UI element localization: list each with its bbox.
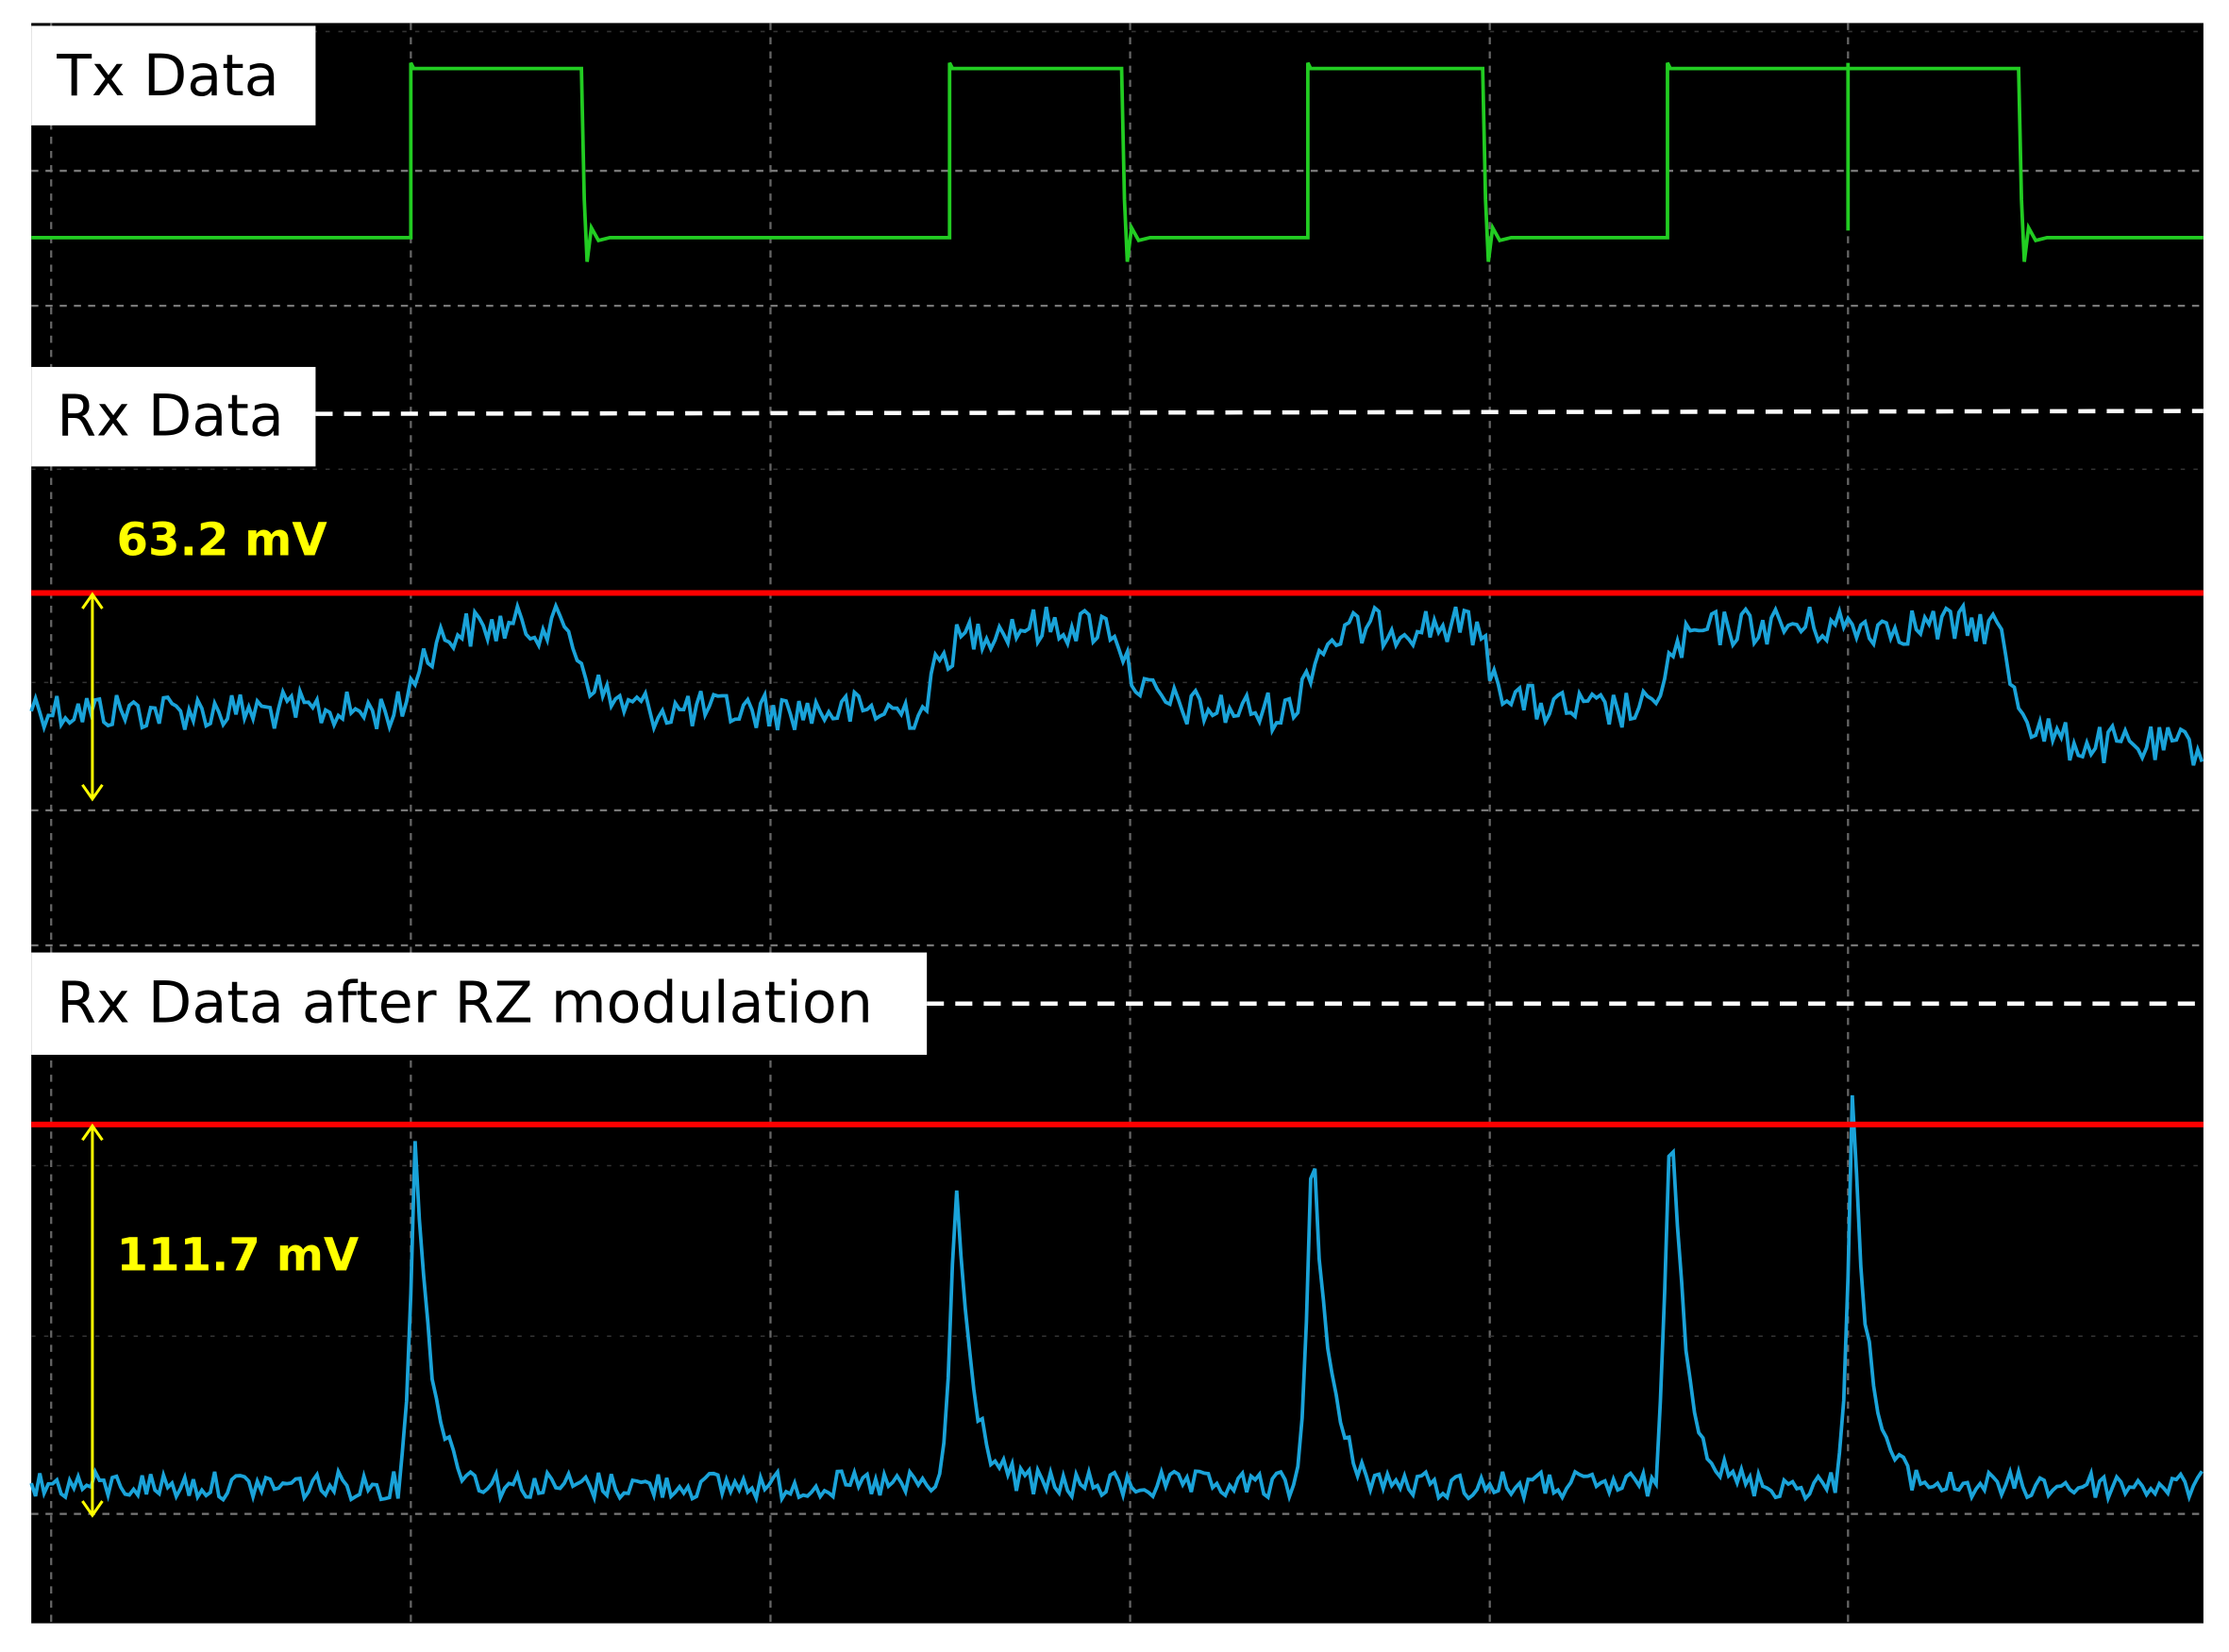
label-box [31, 25, 316, 125]
panel-label: Rx Data [57, 383, 284, 449]
waveforms [29, 61, 2204, 1505]
reference-line [315, 409, 2204, 416]
amplitude-label: 63.2 mV [117, 514, 328, 567]
tx-waveform [31, 61, 2204, 262]
label-box [31, 366, 316, 467]
amplitude-label: 111.7 mV [117, 1228, 360, 1281]
panel-label: Tx Data [56, 43, 278, 109]
label-box [31, 952, 928, 1056]
rz-waveform [29, 1094, 2204, 1505]
rx-waveform [29, 600, 2204, 766]
amplitude-arrow [81, 592, 104, 802]
amplitude-arrow [81, 1123, 104, 1518]
grid [31, 23, 2204, 1624]
screen-background [31, 23, 2204, 1624]
panel-label: Rx Data after RZ modulation [57, 970, 873, 1036]
